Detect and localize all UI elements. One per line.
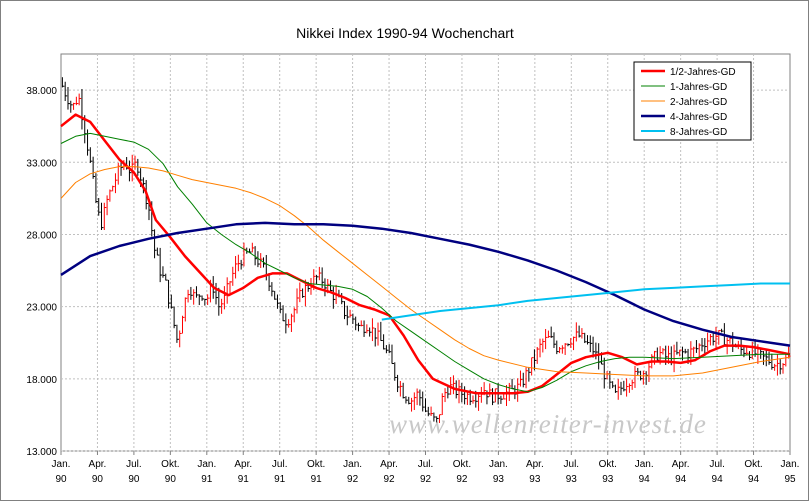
x-tick-year: 94: [748, 474, 760, 485]
legend: 1/2-Jahres-GD 1-Jahres-GD 2-Jahres-GD 4-Jah…: [633, 61, 752, 141]
x-tick-month: Okt.: [307, 459, 325, 470]
series-line: [60, 113, 791, 395]
legend-label: 4-Jahres-GD: [670, 112, 727, 123]
x-tick-year: 94: [675, 474, 687, 485]
series-line: [60, 221, 791, 347]
x-tick-month: Jan.: [52, 459, 71, 470]
y-tick-label: 38.000: [26, 86, 57, 97]
series-line: [60, 132, 790, 393]
y-axis-tick-labels: 13.000 18.000 23.000 28.000 33.000 38.000: [26, 86, 57, 458]
x-tick-month: Apr.: [526, 459, 544, 470]
y-tick-label: 28.000: [26, 230, 57, 241]
x-tick-year: 92: [383, 474, 395, 485]
x-tick-month: Jan.: [635, 459, 654, 470]
x-tick-month: Apr.: [234, 459, 252, 470]
x-tick-year: 90: [55, 474, 67, 485]
x-tick-year: 90: [128, 474, 140, 485]
legend-label: 1/2-Jahres-GD: [670, 67, 736, 78]
watermark-text: www.wellenreiter-invest.de: [389, 409, 707, 439]
y-tick-label: 13.000: [26, 447, 57, 458]
x-tick-year: 91: [274, 474, 286, 485]
moving-average-lines: [60, 113, 791, 395]
x-tick-month: Jan.: [343, 459, 362, 470]
x-tick-year: 90: [92, 474, 104, 485]
y-tick-label: 23.000: [26, 303, 57, 314]
x-tick-month: Jan.: [197, 459, 216, 470]
x-tick-month: Okt.: [599, 459, 617, 470]
x-tick-year: 93: [566, 474, 578, 485]
x-tick-year: 91: [311, 474, 323, 485]
x-tick-year: 94: [712, 474, 724, 485]
x-tick-year: 90: [165, 474, 177, 485]
x-tick-year: 93: [602, 474, 614, 485]
series-line: [60, 166, 791, 377]
x-tick-month: Apr.: [380, 459, 398, 470]
legend-label: 8-Jahres-GD: [670, 127, 727, 138]
x-axis-tick-labels: Jan. 90 Apr. 90 Jul. 90 Okt. 90 Jan. 91 Apr. 91 Jul.…: [52, 451, 800, 485]
x-tick-month: Apr.: [672, 459, 690, 470]
chart-title: Nikkei Index 1990-94 Wochenchart: [296, 25, 514, 41]
x-tick-month: Jul.: [564, 459, 580, 470]
x-tick-year: 92: [456, 474, 468, 485]
x-tick-year: 95: [784, 474, 796, 485]
x-tick-year: 91: [201, 474, 213, 485]
x-tick-year: 94: [639, 474, 651, 485]
y-tick-label: 18.000: [26, 375, 57, 386]
x-tick-month: Okt.: [744, 459, 762, 470]
x-tick-year: 93: [529, 474, 541, 485]
x-tick-year: 92: [420, 474, 432, 485]
x-tick-month: Jan.: [489, 459, 508, 470]
x-tick-year: 91: [238, 474, 250, 485]
x-tick-month: Okt.: [453, 459, 471, 470]
x-tick-month: Jul.: [418, 459, 434, 470]
x-tick-month: Jul.: [272, 459, 288, 470]
x-tick-month: Jul.: [709, 459, 725, 470]
legend-items: 1/2-Jahres-GD 1-Jahres-GD 2-Jahres-GD 4-Jah…: [641, 67, 736, 138]
legend-label: 2-Jahres-GD: [670, 97, 727, 108]
series-line: [381, 282, 790, 321]
x-tick-year: 92: [347, 474, 359, 485]
x-tick-month: Apr.: [89, 459, 107, 470]
legend-label: 1-Jahres-GD: [670, 82, 727, 93]
x-tick-month: Okt.: [161, 459, 179, 470]
x-tick-year: 93: [493, 474, 505, 485]
x-tick-month: Jan.: [781, 459, 800, 470]
y-tick-label: 33.000: [26, 158, 57, 169]
x-tick-month: Jul.: [126, 459, 142, 470]
